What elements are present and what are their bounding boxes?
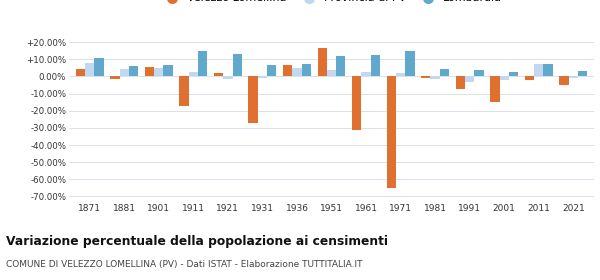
- Bar: [317, 48, 327, 76]
- Bar: [525, 76, 534, 80]
- Bar: [500, 76, 509, 80]
- Text: COMUNE DI VELEZZO LOMELLINA (PV) - Dati ISTAT - Elaborazione TUTTITALIA.IT: COMUNE DI VELEZZO LOMELLINA (PV) - Dati …: [6, 260, 362, 269]
- Bar: [534, 64, 544, 76]
- Bar: [490, 76, 500, 102]
- Bar: [267, 65, 277, 76]
- Bar: [223, 76, 233, 79]
- Bar: [559, 76, 569, 85]
- Bar: [578, 71, 587, 76]
- Bar: [76, 69, 85, 76]
- Bar: [352, 76, 361, 130]
- Bar: [145, 67, 154, 76]
- Bar: [94, 58, 104, 76]
- Bar: [396, 73, 405, 76]
- Text: Variazione percentuale della popolazione ai censimenti: Variazione percentuale della popolazione…: [6, 235, 388, 248]
- Bar: [110, 76, 119, 79]
- Bar: [233, 54, 242, 76]
- Bar: [336, 56, 346, 76]
- Bar: [283, 65, 292, 76]
- Bar: [179, 76, 188, 106]
- Bar: [405, 51, 415, 76]
- Bar: [198, 51, 208, 76]
- Bar: [327, 70, 336, 76]
- Bar: [154, 68, 163, 76]
- Bar: [361, 72, 371, 76]
- Bar: [455, 76, 465, 89]
- Bar: [569, 76, 578, 78]
- Bar: [214, 73, 223, 76]
- Bar: [302, 64, 311, 76]
- Bar: [85, 63, 94, 76]
- Legend: Velezzo Lomellina, Provincia di PV, Lombardia: Velezzo Lomellina, Provincia di PV, Lomb…: [157, 0, 506, 8]
- Bar: [421, 76, 430, 78]
- Bar: [119, 69, 129, 76]
- Bar: [258, 76, 267, 78]
- Bar: [163, 65, 173, 76]
- Bar: [475, 70, 484, 76]
- Bar: [440, 69, 449, 76]
- Bar: [386, 76, 396, 188]
- Bar: [292, 68, 302, 76]
- Bar: [430, 76, 440, 79]
- Bar: [509, 72, 518, 76]
- Bar: [129, 66, 138, 76]
- Bar: [188, 72, 198, 76]
- Bar: [465, 76, 475, 82]
- Bar: [248, 76, 258, 123]
- Bar: [371, 55, 380, 76]
- Bar: [544, 64, 553, 76]
